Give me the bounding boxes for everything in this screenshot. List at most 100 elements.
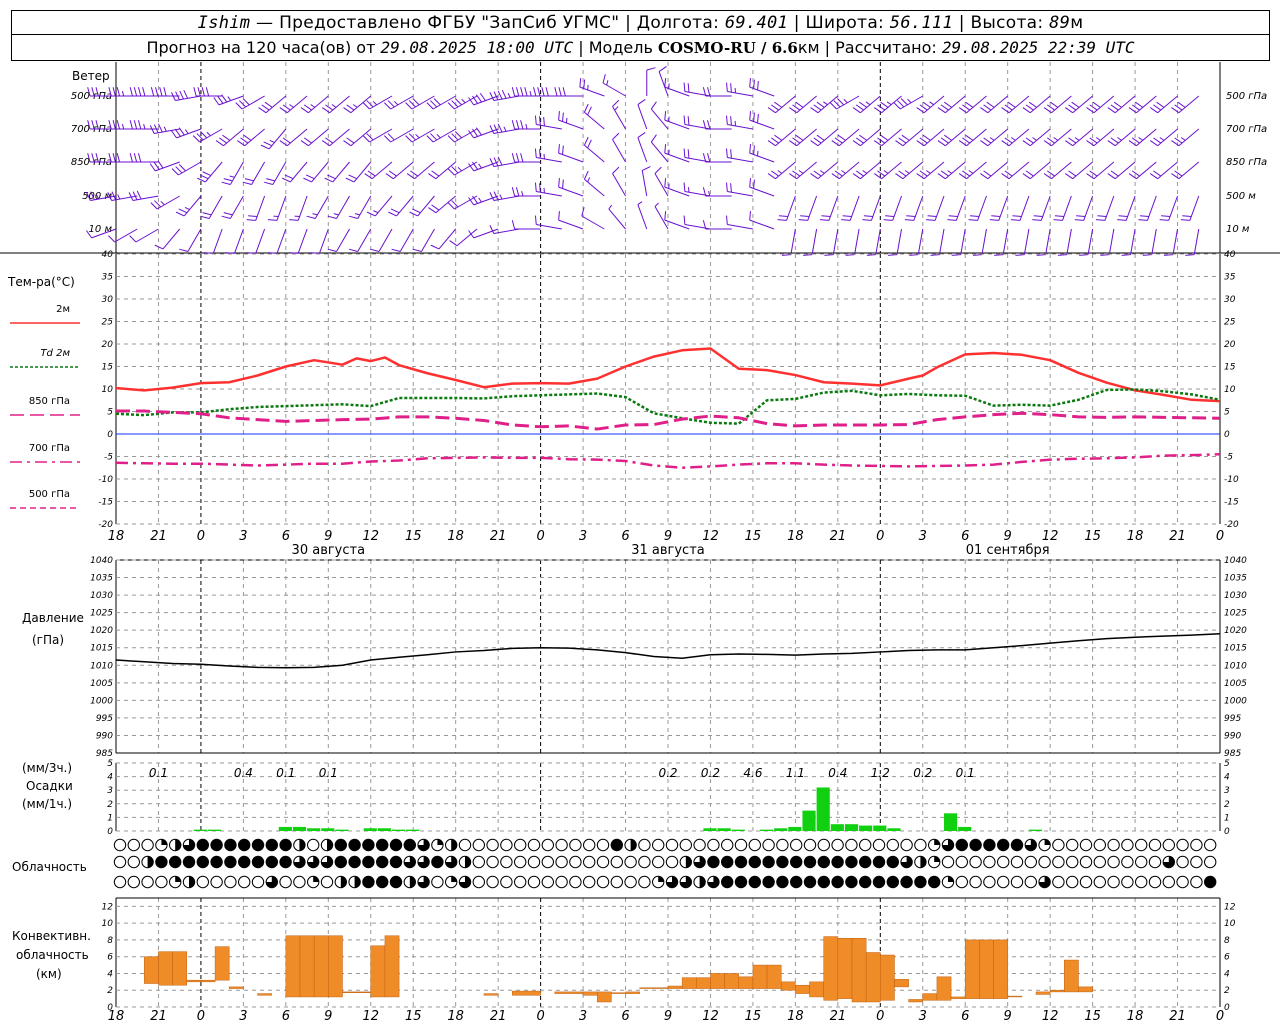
header-dash: — [250,13,280,33]
cloud-title: Облачность [12,860,87,874]
wind-barb-feather [937,107,946,114]
cloud-cover-symbol [859,838,872,852]
wind-barb-staff [199,128,223,143]
cloud-circle [914,838,927,852]
precip-bar [208,829,222,831]
wind-barb-feather [87,153,91,163]
y-tick-left: 10 [102,385,114,395]
convective-cloud-bar [483,993,499,996]
cloud-fill-full [376,876,388,888]
wind-barb [683,215,711,230]
cloud-cover-symbol [941,855,955,869]
wind-barb-feather [1117,137,1122,141]
wind-barb-staff [454,128,478,143]
wind-barb-feather [558,111,560,121]
wind-barb-staff [276,195,287,221]
cloud-cover-symbol [1052,855,1065,869]
wind-barb-feather [1159,137,1165,141]
cloud-cover-symbol [748,838,761,852]
wind-barb [664,211,690,230]
wind-barb-feather [85,230,92,239]
wind-barb-feather [192,135,200,143]
wind-barb-feather [614,106,619,111]
wind-barb-staff [90,195,117,202]
wind-barb [129,153,159,163]
wind-barb-feather [221,215,231,219]
wind-barb-feather [289,252,299,254]
y-tick-right: 12 [1224,902,1236,912]
convective-cloud-bar [696,977,711,989]
wind-barb [534,182,562,197]
precip-bar [1028,829,1043,831]
cloud-cover-symbol [817,838,830,852]
cloud-circle [900,838,913,852]
wind-barb [1065,95,1093,114]
wind-barb-staff [493,95,520,102]
wind-barb-feather [387,100,395,108]
precip-bar [406,829,420,831]
cloud-fill-full [762,876,775,888]
cloud-cover-symbol [762,855,775,869]
wind-barb-feather [327,248,337,252]
wind-barb-staff [353,161,372,183]
wind-barb-staff [390,128,414,143]
wind-barb-feather [583,103,589,113]
cloud-circle [486,875,499,889]
wind-barb-staff [817,95,839,114]
wind-barb-staff [664,119,690,130]
wind-barb-feather [810,173,819,180]
cloud-circle [210,875,223,889]
wind-barb-staff [132,195,159,202]
wind-barb-feather [877,104,886,111]
cloud-circle [1093,838,1107,852]
wind-barb-staff [223,128,244,147]
wind-barb-feather [1001,107,1010,114]
wind-barb-feather [895,140,904,147]
wind-barb-feather [873,173,882,180]
alt-unit: м [1070,13,1084,33]
cloud-circle [555,855,568,869]
wind-barb [1074,195,1094,221]
wind-barb-feather [1001,173,1010,180]
wind-barb-staff [255,228,266,254]
wind-barb-feather [451,200,459,208]
wind-barb-staff [900,95,924,110]
hour-label: 15 [745,529,762,544]
wind-barb-feather [183,89,189,99]
cloud-fill-full [611,839,623,851]
wind-barb-staff [981,228,987,255]
wind-barb-staff [987,95,1009,114]
wind-barb [409,195,435,217]
wind-barb-feather [1036,254,1046,256]
wind-barb-staff [350,128,372,147]
wind-barb-feather [410,170,419,177]
wind-barb [958,128,987,147]
precip-bar [859,825,873,831]
wind-barb-staff [175,95,202,102]
convective-cloud-bar [979,939,994,999]
wind-barb-feather [479,92,486,101]
cloud-cover-symbol [362,855,375,869]
cloud-circle [1038,855,1051,869]
wind-barb-feather [497,90,503,100]
wind-barb-feather [1022,107,1031,114]
wind-barb-staff [584,111,605,130]
wind-barb-feather [707,153,711,163]
wind-barb-feather [937,140,946,147]
wind-barb-feather [927,215,937,218]
cloud-cover-symbol [182,855,196,869]
cloud-cover-symbol [1107,855,1120,869]
wind-barb-staff [329,95,350,114]
alt-label: Высота: [970,13,1050,33]
wind-barb-staff [1002,228,1009,255]
wind-barb [383,95,414,110]
wind-barb [893,95,924,110]
wind-barb [321,95,350,114]
precip-bar [392,829,406,831]
wind-barb-staff [584,178,605,197]
cloud-cover-symbol [224,875,237,889]
cloud-cover-symbol [486,838,499,852]
wind-barb-feather [757,80,759,90]
header-sep: | [619,13,637,33]
hour-label: 6 [621,529,629,544]
